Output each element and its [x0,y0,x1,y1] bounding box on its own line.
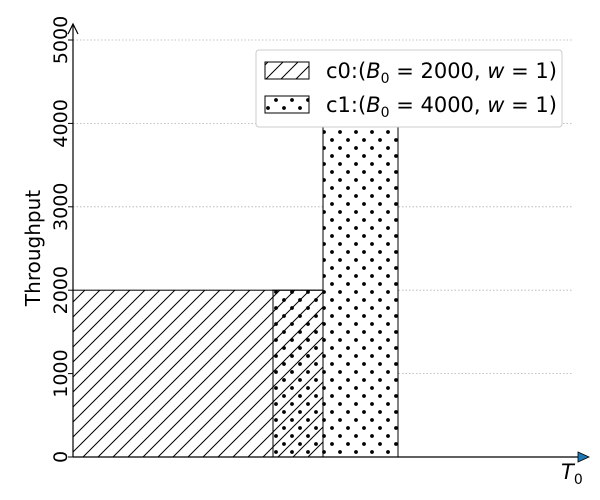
bar-c1-segment-1 [272,289,324,458]
y-tick-label-3000: 3000 [50,183,72,231]
bars [72,122,399,458]
y-tick-label-0: 0 [50,451,72,463]
legend-entry-c1: c1:(B0 = 4000, w = 1) [264,93,557,121]
x-axis-label-sub: 0 [574,472,583,488]
y-tick-labels: 0 1000 2000 3000 4000 5000 [50,16,73,463]
bar-c1-segment-2 [322,122,399,458]
y-tick-label-1000: 1000 [50,349,72,397]
legend-swatch-c0 [264,61,310,80]
x-axis-label-var: T [561,460,576,484]
x-axis-arrow [577,451,590,463]
y-tick-label-2000: 2000 [50,266,72,314]
x-axis-label: T0 [561,460,583,488]
legend: c0:(B0 = 2000, w = 1) c1:(B0 = 4000, w =… [255,49,563,128]
legend-entry-c0: c0:(B0 = 2000, w = 1) [264,59,557,87]
bar-c0-segment-1 [72,289,274,458]
legend-swatch-c1 [264,95,310,114]
axes [67,22,590,463]
y-tick-label-4000: 4000 [50,99,72,147]
legend-frame [255,49,563,128]
legend-label-c1: c1:(B0 = 4000, w = 1) [326,93,557,121]
y-axis-arrow [67,22,79,35]
y-axis-label: Throughput [21,190,45,307]
y-tick-label-5000: 5000 [50,16,72,64]
legend-label-c0: c0:(B0 = 2000, w = 1) [326,59,557,87]
